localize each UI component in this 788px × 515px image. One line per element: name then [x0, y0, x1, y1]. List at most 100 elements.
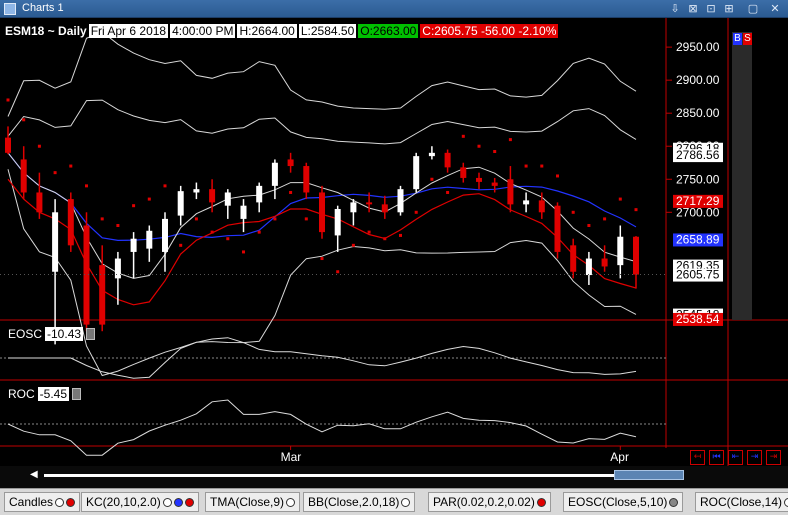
candle-body	[523, 200, 530, 205]
nav-zoom-out-button[interactable]: ⇥	[747, 450, 762, 465]
candle-body	[444, 152, 451, 168]
parabolic-sar-dot	[556, 174, 559, 178]
parabolic-sar-dot	[22, 118, 26, 122]
candle-body	[5, 137, 11, 153]
roc-color-swatch	[72, 388, 82, 400]
restore-down-icon[interactable]: ⇩	[670, 2, 680, 15]
eosc-line	[8, 337, 637, 379]
parabolic-sar-dot	[257, 230, 261, 234]
parabolic-sar-dot	[571, 210, 575, 214]
candle-body	[287, 159, 294, 167]
window-titlebar: Charts 1 ⇩ ⊠ ⊡ ⊞ ▢ ✕	[0, 0, 788, 18]
sell-button[interactable]: S	[743, 33, 752, 45]
parabolic-sar-dot	[524, 164, 528, 168]
parabolic-sar-dot	[53, 171, 57, 175]
parabolic-sar-dot	[634, 208, 638, 212]
candle-body	[413, 156, 420, 190]
legend-kc[interactable]: KC(20,10,2.0)	[81, 492, 199, 512]
symbol-label: ESM18 ~ Daily	[5, 24, 87, 38]
parabolic-sar-dot	[194, 217, 198, 221]
open-box: O:2663.00	[358, 24, 419, 38]
time-scrollbar[interactable]: ◀ ▶	[0, 466, 788, 488]
parabolic-sar-dot	[289, 190, 293, 194]
legend-eosc-label: EOSC(Close,5,10)	[568, 495, 668, 509]
scroll-thumb[interactable]	[614, 470, 684, 480]
parabolic-sar-dot	[37, 144, 41, 148]
minimize-icon[interactable]: ▢	[747, 2, 759, 15]
parabolic-sar-dot	[226, 237, 230, 241]
legend-bb-label: BB(Close,2.0,18)	[308, 495, 400, 509]
legend-dot	[55, 498, 65, 508]
tile-icon[interactable]: ⊞	[724, 2, 734, 15]
roc-value: -5.45	[37, 387, 70, 401]
candle-body	[162, 218, 168, 252]
candle-body	[491, 182, 498, 186]
price-label-box	[673, 233, 723, 247]
parabolic-sar-dot	[242, 250, 245, 254]
candle-body	[271, 162, 278, 186]
candle-body	[256, 185, 263, 203]
parabolic-sar-dot	[116, 224, 120, 228]
legend-candles[interactable]: Candles	[4, 492, 81, 512]
buy-button[interactable]: B	[733, 33, 742, 45]
candle-body	[538, 200, 545, 213]
price-chart[interactable]: 2950.002900.002850.002800.002750.002700.…	[0, 18, 788, 466]
roc-label: ROC	[8, 387, 35, 401]
parabolic-sar-dot	[320, 257, 324, 261]
legend-par[interactable]: PAR(0.02,0.2,0.02)	[428, 492, 551, 512]
price-tick-label: 2850.00	[676, 106, 720, 120]
legend-dot	[401, 498, 411, 508]
parabolic-sar-dot	[540, 164, 544, 168]
candle-body	[397, 189, 404, 213]
close-icon[interactable]: ✕	[770, 2, 780, 15]
legend-dot	[162, 498, 172, 508]
candle-body	[554, 205, 561, 252]
candle-body	[319, 192, 325, 233]
legend-bb[interactable]: BB(Close,2.0,18)	[303, 492, 416, 512]
price-tick-label: 2750.00	[676, 172, 720, 186]
scroll-left-arrow[interactable]: ◀	[30, 469, 38, 480]
chart-area[interactable]: 2950.002900.002850.002800.002750.002700.…	[0, 18, 788, 466]
parabolic-sar-dot	[430, 177, 434, 181]
candle-body	[366, 202, 373, 205]
price-tick-label: 2950.00	[676, 40, 720, 54]
candle-body	[83, 225, 90, 325]
candle-body	[177, 191, 184, 216]
candle-body	[146, 230, 153, 249]
indicator-legend-bar: Candles KC(20,10,2.0) TMA(Close,9) BB(Cl…	[0, 488, 788, 515]
scroll-track[interactable]	[44, 474, 684, 477]
candle-body	[350, 202, 357, 213]
bollinger-upper-line	[7, 99, 637, 145]
candle-body	[99, 265, 106, 325]
parabolic-sar-dot	[304, 217, 308, 221]
price-label-box	[673, 194, 723, 208]
bollinger-lower-line	[7, 169, 637, 377]
time-box: 4:00:00 PM	[170, 24, 236, 38]
eosc-label-group: EOSC -10.43	[8, 327, 96, 341]
parabolic-sar-dot	[587, 224, 591, 228]
price-label-text: 2717.29	[676, 194, 720, 208]
candle-body	[570, 245, 577, 272]
legend-eosc[interactable]: EOSC(Close,5,10)	[563, 492, 684, 512]
pin-icon[interactable]: ⊠	[688, 2, 698, 15]
link-icon[interactable]: ⊡	[706, 2, 716, 15]
candle-body	[381, 204, 388, 213]
legend-par-label: PAR(0.02,0.2,0.02)	[433, 495, 535, 509]
parabolic-sar-dot	[6, 98, 10, 102]
legend-tma[interactable]: TMA(Close,9)	[205, 492, 301, 512]
nav-first-button[interactable]: ↤	[690, 450, 705, 465]
candle-body	[428, 152, 435, 157]
nav-prev-page-button[interactable]: ⏮	[709, 450, 724, 465]
keltner-upper-line	[7, 31, 637, 117]
nav-buttons: ↤ ⏮ ⇤ ⇥ ⇥	[688, 449, 788, 466]
candle-body	[130, 238, 137, 252]
nav-zoom-in-button[interactable]: ⇤	[728, 450, 743, 465]
price-label-text: 2658.89	[676, 232, 720, 246]
parabolic-sar-dot	[147, 197, 151, 201]
candle-body	[601, 258, 608, 267]
nav-last-button[interactable]: ⇥	[766, 450, 781, 465]
legend-dot	[784, 498, 788, 508]
candle-body	[240, 205, 247, 219]
legend-roc[interactable]: ROC(Close,14)	[695, 492, 788, 512]
candle-body	[507, 179, 514, 205]
